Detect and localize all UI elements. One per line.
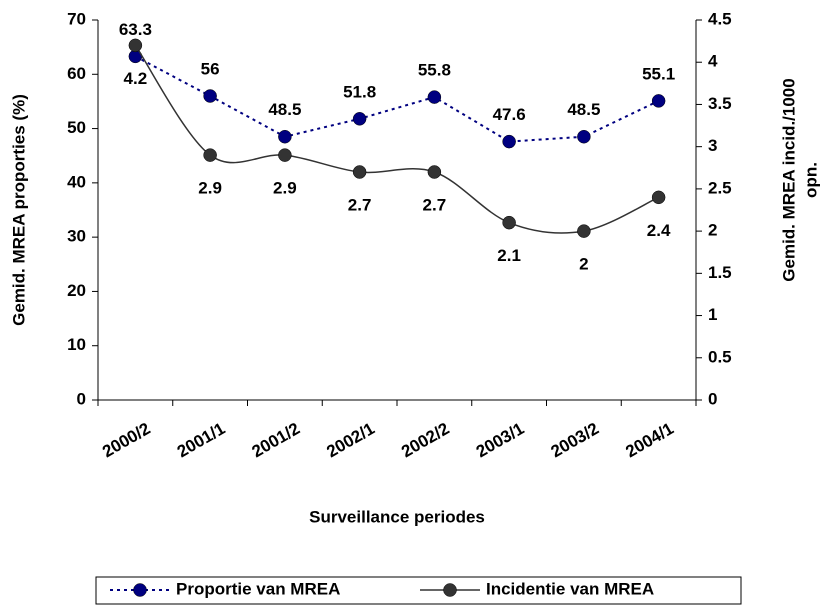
- data-label: 2.9: [273, 179, 297, 198]
- y-tick-label: 10: [67, 335, 86, 354]
- point: [651, 190, 666, 205]
- point: [577, 129, 591, 144]
- y-tick-label: 50: [67, 118, 86, 137]
- point: [128, 38, 143, 53]
- point: [502, 215, 516, 230]
- data-label: 51.8: [343, 82, 376, 101]
- data-label: 2: [579, 255, 588, 274]
- x-tick-label: 2001/1: [174, 419, 229, 461]
- y2-tick-label: 1.5: [708, 263, 732, 282]
- point: [577, 224, 591, 238]
- data-label: 47.6: [493, 105, 526, 124]
- x-tick-label: 2004/1: [622, 419, 677, 461]
- y2-tick-label: 2.5: [708, 178, 732, 197]
- data-label: 48.5: [567, 100, 600, 119]
- y-tick-label: 60: [67, 64, 86, 83]
- y2-tick-label: 3.5: [708, 94, 732, 113]
- y-tick-label: 70: [67, 9, 86, 28]
- data-label: 2.7: [348, 195, 372, 214]
- y-axis-title: Gemid. MREA proporties (%): [9, 94, 28, 326]
- data-label: 48.5: [268, 100, 301, 119]
- point: [203, 89, 217, 103]
- y2-tick-label: 3: [708, 136, 717, 155]
- data-label: 2.1: [497, 246, 521, 265]
- x-axis-title: Surveillance periodes: [309, 507, 485, 526]
- y2-tick-label: 2: [708, 221, 717, 240]
- x-tick-label: 2001/2: [249, 419, 304, 461]
- y-tick-label: 40: [67, 172, 86, 191]
- point: [278, 129, 292, 144]
- data-label: 63.3: [119, 20, 152, 39]
- point: [352, 165, 367, 179]
- point: [427, 90, 442, 104]
- y2-axis-title: opn.: [801, 162, 820, 198]
- y2-tick-label: 0: [708, 389, 717, 408]
- point: [502, 134, 516, 149]
- y-tick-label: 0: [77, 389, 86, 408]
- y-tick-label: 30: [67, 227, 86, 246]
- series-line: [134, 55, 660, 143]
- legend-box: [95, 576, 742, 605]
- data-label: 2.9: [198, 179, 222, 198]
- point: [651, 94, 666, 108]
- point: [278, 148, 292, 162]
- data-label: 4.2: [124, 69, 148, 88]
- y2-axis-title: Gemid. MREA incid./1000: [779, 78, 798, 281]
- y2-tick-label: 4: [708, 52, 718, 71]
- y-tick-label: 20: [67, 281, 86, 300]
- x-tick-label: 2000/2: [99, 419, 154, 461]
- y2-tick-label: 1: [708, 305, 717, 324]
- data-label: 2.7: [423, 195, 447, 214]
- data-label: 56: [201, 59, 220, 78]
- y2-tick-label: 0.5: [708, 347, 732, 366]
- legend-marker: [443, 583, 457, 597]
- legend-label: Proportie van MREA: [176, 579, 340, 598]
- x-tick-label: 2003/2: [548, 419, 603, 461]
- x-tick-label: 2002/1: [323, 419, 378, 461]
- legend-marker: [133, 583, 147, 597]
- x-tick-label: 2003/1: [473, 419, 528, 461]
- point: [427, 165, 442, 179]
- data-label: 55.1: [642, 64, 675, 83]
- data-label: 2.4: [647, 221, 671, 240]
- point: [203, 148, 217, 162]
- legend-label: Incidentie van MREA: [486, 579, 654, 598]
- x-tick-label: 2002/2: [398, 419, 453, 461]
- data-label: 55.8: [418, 61, 451, 80]
- point: [352, 112, 367, 126]
- y2-tick-label: 4.5: [708, 9, 732, 28]
